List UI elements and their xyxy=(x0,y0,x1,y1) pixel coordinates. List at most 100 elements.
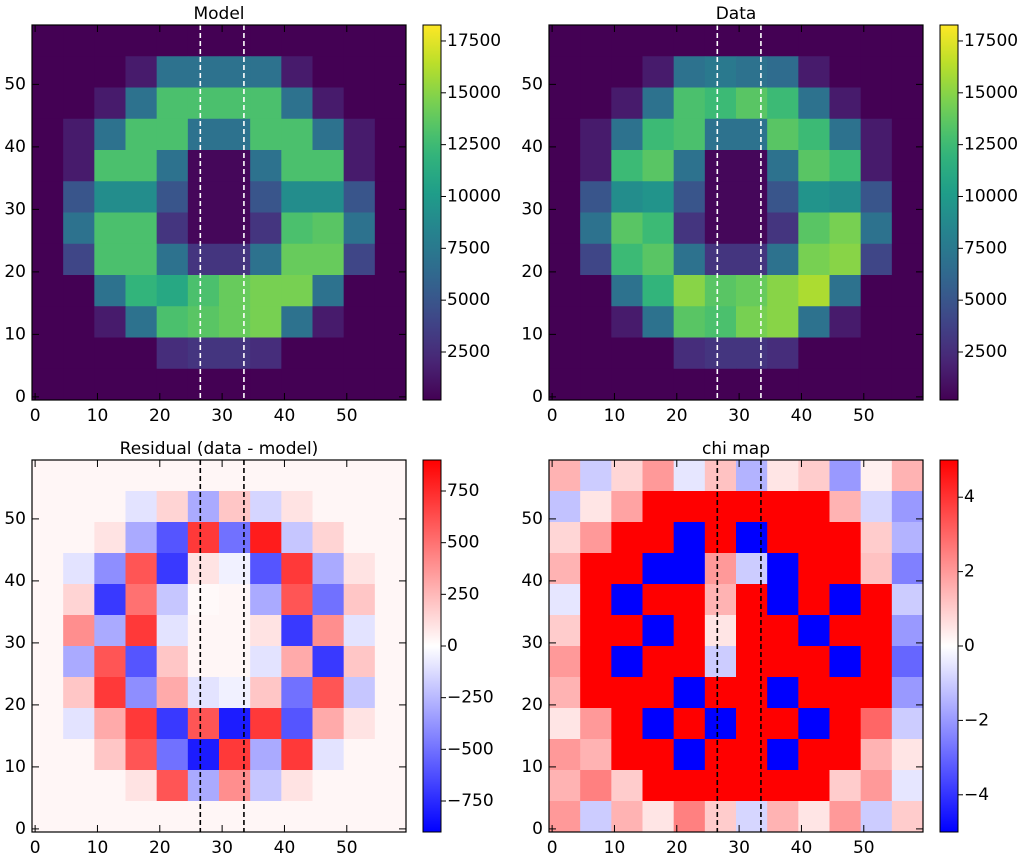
x-tick-label: 20 xyxy=(666,406,688,426)
x-tick-label: 20 xyxy=(149,406,171,426)
heatmap-cell xyxy=(156,243,189,276)
y-tick-label: 10 xyxy=(521,757,543,777)
heatmap-cell xyxy=(125,181,158,213)
heatmap-cell xyxy=(673,118,706,151)
heatmap-cell xyxy=(312,770,345,802)
heatmap-cell xyxy=(63,522,95,554)
heatmap-cell xyxy=(281,460,313,492)
heatmap-cell xyxy=(829,491,862,523)
heatmap-cell xyxy=(860,56,893,88)
panel: 0 10 20 30 40 50 0 10 20 30 40 50 chi map −4 −2 0 2 4 xyxy=(521,439,989,858)
heatmap-cell xyxy=(125,739,158,771)
heatmap-cell xyxy=(580,615,612,647)
heatmap-cell xyxy=(281,708,313,740)
heatmap-cell xyxy=(281,553,313,585)
heatmap-cell xyxy=(94,25,126,57)
colorbar-tick-label: 0 xyxy=(964,636,975,656)
heatmap-cell xyxy=(219,212,251,245)
colorbar-tick-label: 15000 xyxy=(447,83,501,103)
heatmap-cell xyxy=(798,615,830,647)
x-tick-label: 10 xyxy=(87,406,109,426)
heatmap-cell xyxy=(32,337,64,370)
heatmap-cell xyxy=(891,677,924,709)
heatmap-cell xyxy=(125,306,158,338)
heatmap-cell xyxy=(32,87,64,120)
heatmap-cell xyxy=(219,646,251,678)
heatmap-cell xyxy=(611,708,643,740)
heatmap-cell xyxy=(250,770,282,802)
heatmap-cell xyxy=(94,708,126,740)
heatmap-cell xyxy=(829,118,862,151)
heatmap-cell xyxy=(798,243,830,276)
y-tick-label: 0 xyxy=(15,387,26,407)
heatmap-cell xyxy=(767,56,799,88)
heatmap-cell xyxy=(798,522,830,554)
colorbar-tick-label: 12500 xyxy=(447,135,501,155)
heatmap-cell xyxy=(32,801,64,833)
heatmap-cell xyxy=(860,491,893,523)
heatmap-cell xyxy=(891,25,924,57)
heatmap-cell xyxy=(281,646,313,678)
heatmap-cell xyxy=(580,87,612,120)
heatmap-cell xyxy=(829,337,862,370)
heatmap-cell xyxy=(767,212,799,245)
heatmap-cell xyxy=(549,25,581,57)
heatmap-cell xyxy=(549,87,581,120)
heatmap-cell xyxy=(312,584,345,616)
heatmap-cell xyxy=(860,87,893,120)
heatmap-cell xyxy=(312,87,345,120)
heatmap-cell xyxy=(673,460,706,492)
heatmap-cell xyxy=(798,118,830,151)
heatmap-cell xyxy=(891,243,924,276)
heatmap-cell xyxy=(580,306,612,338)
heatmap-cell xyxy=(860,306,893,338)
heatmap-cell xyxy=(374,181,407,213)
heatmap-cell xyxy=(63,584,95,616)
heatmap-cell xyxy=(673,25,706,57)
heatmap-cell xyxy=(312,181,345,213)
x-tick-label: 40 xyxy=(791,406,813,426)
heatmap-cell xyxy=(580,522,612,554)
heatmap-cell xyxy=(32,677,64,709)
heatmap-cell xyxy=(125,25,158,57)
heatmap-cell xyxy=(125,243,158,276)
heatmap-cell xyxy=(673,801,706,833)
heatmap-cell xyxy=(281,87,313,120)
heatmap-cell xyxy=(94,460,126,492)
heatmap-cell xyxy=(32,118,64,151)
heatmap-cell xyxy=(860,337,893,370)
heatmap-cell xyxy=(312,646,345,678)
y-tick-label: 40 xyxy=(521,571,543,591)
y-tick-label: 40 xyxy=(4,137,26,157)
heatmap-cell xyxy=(580,739,612,771)
heatmap-cell xyxy=(829,243,862,276)
heatmap-cell xyxy=(611,801,643,833)
x-tick-label: 40 xyxy=(274,838,296,858)
heatmap-cell xyxy=(673,522,706,554)
heatmap-cell xyxy=(343,553,376,585)
y-tick-label: 10 xyxy=(4,757,26,777)
heatmap-cell xyxy=(187,118,220,151)
heatmap-cell xyxy=(611,150,643,182)
heatmap-cell xyxy=(736,522,768,554)
panel-title: chi map xyxy=(702,439,770,459)
heatmap-cell xyxy=(736,368,768,401)
heatmap-cell xyxy=(798,708,830,740)
heatmap-cell xyxy=(736,770,768,802)
heatmap-cell xyxy=(704,181,737,213)
heatmap-cell xyxy=(580,275,612,307)
x-tick-label: 50 xyxy=(336,838,358,858)
heatmap-cell xyxy=(611,87,643,120)
heatmap-cell xyxy=(611,522,643,554)
heatmap-cell xyxy=(374,491,407,523)
heatmap-cell xyxy=(549,801,581,833)
heatmap-cell xyxy=(767,615,799,647)
heatmap-cell xyxy=(187,275,220,307)
heatmap-cell xyxy=(63,337,95,370)
heatmap-cell xyxy=(250,646,282,678)
heatmap-cell xyxy=(860,739,893,771)
heatmap-cell xyxy=(549,275,581,307)
heatmap-cell xyxy=(549,181,581,213)
heatmap-cell xyxy=(736,553,768,585)
heatmap-cell xyxy=(94,150,126,182)
